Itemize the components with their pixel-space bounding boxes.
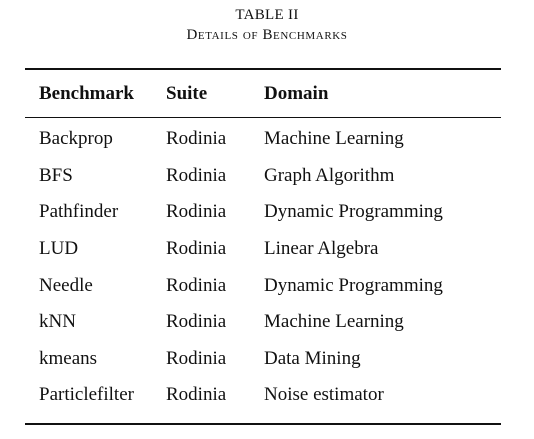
benchmark-cell: Needle [39,274,93,296]
domain-cell: Machine Learning [264,128,404,150]
table-number: TABLE II [235,7,299,23]
domain-cell: Linear Algebra [264,238,379,260]
table-row: Particlefilter Rodinia Noise estimator [25,377,501,414]
bottom-rule [25,423,501,425]
suite-cell: Rodinia [166,347,227,369]
domain-cell: Dynamic Programming [264,274,443,296]
benchmark-cell: Particlefilter [39,384,134,406]
benchmark-cell: kmeans [39,347,98,369]
domain-cell: Graph Algorithm [264,164,395,186]
table-row: BFS Rodinia Graph Algorithm [25,158,501,195]
domain-cell: Noise estimator [264,384,384,406]
suite-cell: Rodinia [166,238,227,260]
benchmarks-table: Benchmark Suite Domain Backprop Rodinia … [25,70,501,414]
suite-cell: Rodinia [166,384,227,406]
header-rule [25,117,501,118]
suite-cell: Rodinia [166,128,227,150]
column-header-suite: Suite [166,82,208,104]
suite-cell: Rodinia [166,311,227,333]
suite-cell: Rodinia [166,164,227,186]
table-row: Pathfinder Rodinia Dynamic Programming [25,194,501,231]
table-title: Details of Benchmarks [186,27,348,43]
domain-cell: Data Mining [264,347,361,369]
domain-cell: Dynamic Programming [264,201,443,223]
column-header-domain: Domain [264,82,329,104]
table-row: kmeans Rodinia Data Mining [25,341,501,378]
benchmark-cell: kNN [39,311,76,333]
suite-cell: Rodinia [166,201,227,223]
domain-cell: Machine Learning [264,311,404,333]
top-rule [25,68,501,70]
table-row: LUD Rodinia Linear Algebra [25,231,501,268]
table-row: Backprop Rodinia Machine Learning [25,117,501,158]
benchmark-cell: BFS [39,164,73,186]
header-row: Benchmark Suite Domain [25,70,501,117]
benchmark-cell: Pathfinder [39,201,119,223]
column-header-benchmark: Benchmark [39,82,134,104]
table-row: Needle Rodinia Dynamic Programming [25,267,501,304]
benchmark-cell: Backprop [39,128,113,150]
suite-cell: Rodinia [166,274,227,296]
benchmark-cell: LUD [39,238,79,260]
table-row: kNN Rodinia Machine Learning [25,304,501,341]
